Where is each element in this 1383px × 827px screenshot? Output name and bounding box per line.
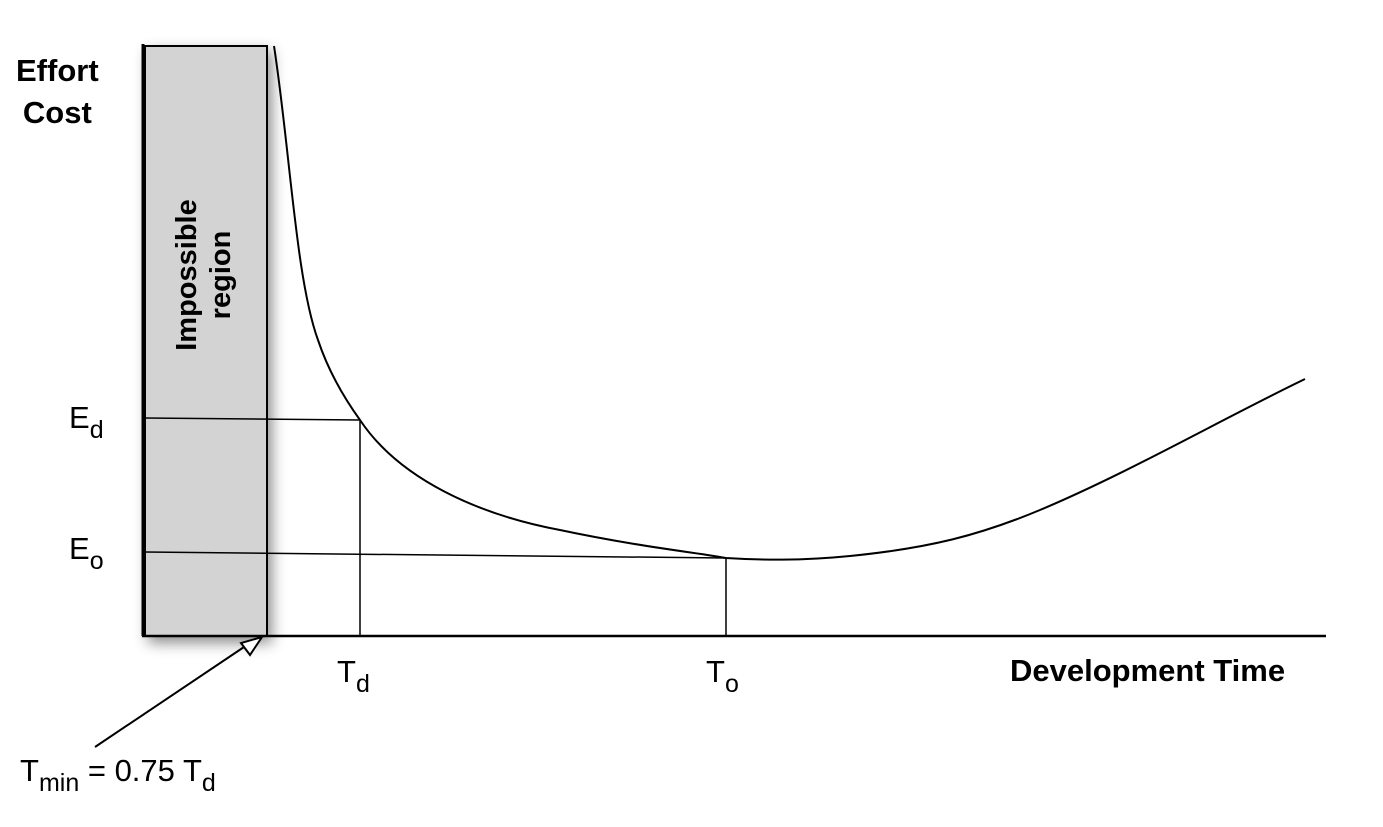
tmin-arrow-line — [94, 644, 248, 748]
tmin-t: T — [20, 753, 39, 788]
tmin-sub: min — [38, 769, 80, 797]
eo-guide-line — [144, 551, 727, 559]
label-td-main: T — [337, 654, 356, 689]
effort-curve — [273, 45, 1306, 561]
y-axis-title: Effort Cost — [16, 50, 99, 134]
label-eo: Eo — [69, 531, 104, 574]
label-td-sub: d — [355, 670, 370, 698]
y-axis-title-line2: Cost — [22, 95, 92, 130]
ed-guide-line — [144, 417, 361, 421]
region-label-line2: region — [205, 230, 237, 320]
impossible-region-label: Impossible region — [170, 199, 238, 351]
label-ed: Ed — [69, 400, 104, 443]
label-to: To — [706, 654, 739, 697]
tmin-annotation: Tmin = 0.75 Td — [20, 753, 216, 796]
x-axis-title: Development Time — [1010, 653, 1286, 688]
label-ed-main: E — [69, 400, 90, 435]
tmin-end-sub: d — [201, 769, 216, 797]
label-ed-sub: d — [89, 416, 104, 444]
impossible-region-box — [144, 45, 268, 637]
label-to-main: T — [706, 654, 725, 689]
region-label-line1: Impossible — [171, 199, 203, 351]
y-axis-title-line1: Effort — [16, 53, 99, 88]
label-to-sub: o — [724, 670, 739, 698]
label-td: Td — [337, 654, 370, 697]
tmin-arrow-head — [239, 635, 265, 657]
label-eo-main: E — [69, 531, 90, 566]
label-eo-sub: o — [89, 547, 104, 575]
tmin-middle: = 0.75 T — [79, 753, 202, 788]
